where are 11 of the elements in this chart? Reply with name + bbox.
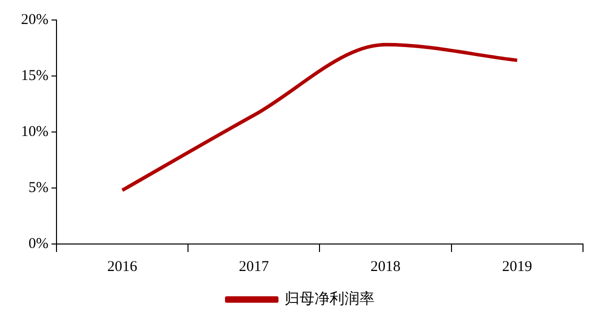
- x-tick-label: 2019: [502, 258, 532, 275]
- y-tick-label: 5%: [28, 180, 48, 196]
- y-tick-label: 0%: [28, 236, 48, 252]
- x-tick-label: 2016: [107, 258, 138, 275]
- y-tick-label: 10%: [20, 124, 48, 140]
- line-series: [120, 42, 519, 192]
- x-tick-label: 2017: [238, 258, 270, 275]
- y-tick-label: 20%: [20, 12, 48, 28]
- legend-label: 归母净利润率: [284, 290, 374, 308]
- x-tick-label: 2018: [370, 258, 401, 275]
- y-tick-label: 15%: [20, 68, 48, 84]
